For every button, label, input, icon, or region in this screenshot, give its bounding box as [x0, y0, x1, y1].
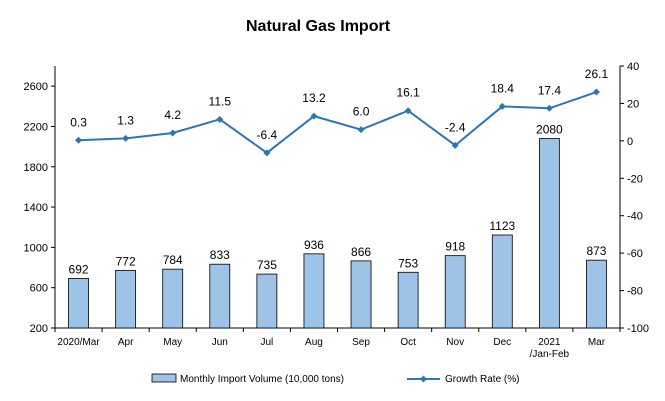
- growth-rate-point: [592, 88, 600, 96]
- growth-rate-point: [451, 141, 459, 149]
- bar: [444, 255, 466, 329]
- bar-value-label: 833: [210, 248, 230, 262]
- y-right-tick-label: 40: [627, 61, 639, 73]
- legend: Monthly Import Volume (10,000 tons) Growt…: [151, 373, 519, 385]
- y-right-tick-label: -20: [627, 173, 643, 185]
- bar-value-label: 1123: [489, 219, 515, 233]
- legend-line-marker: [420, 375, 427, 383]
- x-tick-label: 2021: [538, 337, 561, 348]
- growth-rate-point: [216, 115, 224, 123]
- bar-value-label: 753: [398, 256, 418, 270]
- growth-rate-point: [357, 126, 365, 134]
- growth-rate-label: 1.3: [117, 113, 134, 127]
- bar: [586, 259, 607, 329]
- growth-rate-label: -6.4: [257, 128, 278, 142]
- growth-rate-label: -2.4: [445, 120, 466, 134]
- x-tick-label: Jul: [260, 337, 273, 348]
- y-left-tick-label: 1800: [24, 162, 48, 174]
- bar: [68, 278, 89, 329]
- y-left-tick-label: 200: [30, 323, 48, 335]
- growth-rate-point: [263, 149, 271, 157]
- bar-series: [68, 138, 607, 329]
- growth-rate-label: 13.2: [302, 91, 326, 105]
- y-left-tick-label: 1400: [24, 202, 48, 214]
- growth-rate-point: [169, 129, 177, 137]
- y-right-tick-label: -80: [627, 286, 643, 298]
- x-tick-label: May: [163, 337, 182, 348]
- bar-value-label: 918: [445, 240, 465, 254]
- y-right-tick-label: -40: [627, 211, 643, 223]
- bar-value-label: 692: [69, 262, 89, 276]
- x-tick-label: Mar: [588, 337, 606, 348]
- y-right-tick-label: 0: [627, 136, 633, 148]
- bar-value-label: 873: [586, 244, 606, 258]
- growth-rate-label: 17.4: [538, 83, 562, 97]
- legend-line-label: Growth Rate (%): [445, 374, 519, 385]
- growth-rate-line: [78, 91, 597, 155]
- bar: [303, 253, 325, 329]
- growth-rate-label: 16.1: [396, 86, 420, 100]
- x-tick-label: 2020/Mar: [57, 337, 100, 348]
- x-tick-label: /Jan-Feb: [530, 349, 570, 360]
- x-tick-label: Dec: [493, 337, 511, 348]
- x-tick-label: Sep: [352, 337, 370, 348]
- data-labels: 692 772 784 833 735 936 866 753 918 1123 2080 873 0.…: [69, 67, 609, 276]
- growth-rate-label: 4.2: [164, 108, 181, 122]
- growth-rate-point: [404, 107, 412, 115]
- bar: [162, 268, 184, 329]
- axes: 20060010001400180022002600-100-80-60-40-…: [24, 61, 650, 360]
- bar-value-label: 784: [163, 253, 183, 267]
- x-tick-label: Oct: [400, 337, 416, 348]
- y-right-tick-label: 20: [627, 98, 639, 110]
- chart-title: Natural Gas Import: [246, 18, 391, 35]
- bar: [209, 263, 231, 329]
- growth-rate-point: [498, 102, 506, 110]
- y-left-tick-label: 1000: [24, 242, 48, 254]
- legend-bar-label: Monthly Import Volume (10,000 tons): [180, 374, 344, 385]
- x-tick-label: Nov: [446, 337, 464, 348]
- y-right-tick-label: -60: [627, 248, 643, 260]
- bar: [350, 260, 372, 329]
- growth-rate-label: 6.0: [353, 105, 370, 119]
- bar-value-label: 936: [304, 238, 324, 252]
- y-left-tick-label: 2600: [24, 81, 48, 93]
- bar: [491, 234, 513, 329]
- x-tick-label: Aug: [305, 337, 323, 348]
- bar: [256, 273, 278, 329]
- bar-value-label: 2080: [536, 123, 563, 137]
- bar: [397, 271, 419, 329]
- y-left-tick-label: 2200: [24, 121, 48, 133]
- line-series: [75, 88, 600, 157]
- growth-rate-point: [545, 104, 553, 112]
- growth-rate-point: [122, 134, 130, 142]
- y-left-tick-label: 600: [30, 283, 48, 295]
- growth-rate-point: [75, 136, 83, 144]
- bar-value-label: 866: [351, 245, 371, 259]
- growth-rate-point: [310, 112, 318, 120]
- growth-rate-label: 26.1: [585, 67, 609, 81]
- x-tick-label: Apr: [118, 337, 134, 348]
- growth-rate-label: 18.4: [491, 81, 515, 95]
- bar: [538, 138, 560, 329]
- growth-rate-label: 11.5: [209, 94, 232, 108]
- y-right-tick-label: -100: [627, 323, 649, 335]
- bar-value-label: 735: [257, 258, 277, 272]
- bar: [115, 269, 137, 329]
- growth-rate-label: 0.3: [70, 115, 87, 129]
- bar-value-label: 772: [116, 254, 136, 268]
- legend-bar-swatch: [151, 373, 177, 383]
- x-tick-label: Jun: [212, 337, 228, 348]
